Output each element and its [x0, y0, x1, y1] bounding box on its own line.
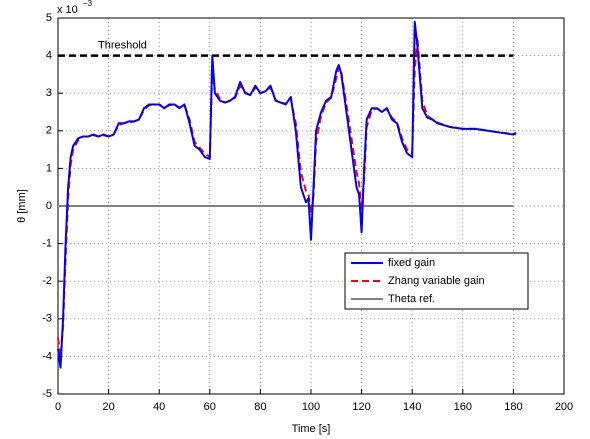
threshold-label: Threshold — [98, 40, 147, 52]
y-tick-label: -2 — [42, 275, 52, 287]
x-tick-label: 60 — [204, 401, 216, 413]
y-axis-label: θ [mm] — [16, 189, 28, 223]
x-tick-label: 180 — [504, 401, 522, 413]
y-tick-label: -1 — [42, 238, 52, 250]
y-tick-label: -4 — [42, 350, 52, 362]
x-tick-label: 40 — [153, 401, 165, 413]
legend-label: Theta ref. — [388, 293, 435, 305]
x-tick-label: 160 — [454, 401, 472, 413]
x-tick-label: 120 — [352, 401, 370, 413]
y-multiplier-exponent: −3 — [83, 0, 93, 8]
y-tick-label: 1 — [46, 162, 52, 174]
x-tick-label: 80 — [254, 401, 266, 413]
y-tick-label: 2 — [46, 125, 52, 137]
x-tick-label: 140 — [403, 401, 421, 413]
y-tick-label: 0 — [46, 200, 52, 212]
y-multiplier: x 10 — [57, 4, 78, 16]
x-tick-label: 0 — [55, 401, 61, 413]
x-tick-label: 20 — [102, 401, 114, 413]
x-tick-label: 100 — [302, 401, 320, 413]
y-tick-label: 5 — [46, 12, 52, 24]
y-tick-label: -3 — [42, 313, 52, 325]
legend-label: Zhang variable gain — [388, 275, 485, 287]
y-tick-label: 4 — [46, 50, 52, 62]
series-line — [57, 20, 517, 369]
legend-label: fixed gain — [388, 257, 435, 269]
y-tick-label: 3 — [46, 87, 52, 99]
x-axis-label: Time [s] — [292, 423, 331, 435]
y-tick-label: -5 — [42, 388, 52, 400]
x-tick-label: 200 — [555, 401, 573, 413]
